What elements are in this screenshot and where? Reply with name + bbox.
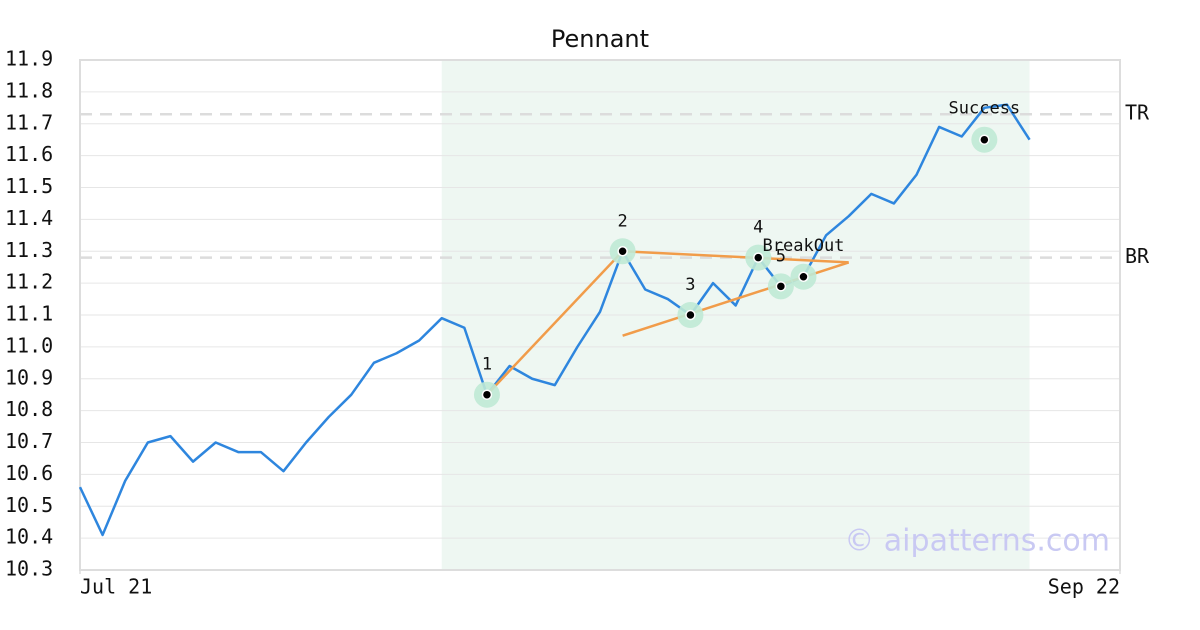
watermark: © aipatterns.com [844, 524, 1110, 559]
point-label: 2 [617, 211, 627, 231]
level-label: TR [1125, 101, 1150, 125]
point-marker [798, 271, 809, 282]
y-tick-label: 10.9 [5, 365, 53, 389]
price-line [78, 103, 1031, 537]
y-tick-label: 11.5 [5, 174, 53, 198]
plot-frame [79, 59, 1121, 571]
y-tick-label: 10.8 [5, 397, 53, 421]
point-marker [481, 389, 493, 400]
point-label: Success [949, 99, 1021, 119]
y-tick-label: 11.9 [5, 47, 53, 71]
point-marker [979, 134, 990, 145]
pattern-line [486, 250, 624, 396]
point-label: 1 [482, 355, 492, 375]
y-tick-label: 11.3 [5, 238, 53, 262]
x-tick-label: Sep 22 [1048, 575, 1120, 599]
y-tick-label: 11.1 [5, 302, 53, 326]
y-tick-label: 11.2 [5, 270, 53, 294]
point-label: BreakOut [763, 236, 845, 256]
point-marker [753, 252, 764, 263]
y-tick-label: 10.3 [5, 557, 53, 581]
point-marker [775, 281, 787, 292]
chart-title: Pennant [551, 25, 649, 53]
y-tick-label: 11.0 [5, 333, 53, 357]
x-tick-label: Jul 21 [80, 575, 152, 599]
y-tick-label: 10.6 [5, 461, 53, 485]
level-label: BR [1125, 244, 1150, 268]
y-tick-label: 10.5 [5, 493, 53, 517]
pattern-line [622, 250, 849, 264]
y-tick-label: 10.4 [5, 525, 53, 549]
point-marker [685, 309, 696, 321]
point-marker [617, 246, 628, 257]
y-tick-label: 11.6 [5, 142, 53, 166]
y-tick-label: 11.4 [5, 206, 53, 230]
point-label: 5 [776, 246, 786, 266]
point-label: 3 [685, 275, 695, 295]
point-label: 4 [753, 218, 763, 238]
y-tick-label: 10.7 [5, 429, 53, 453]
y-tick-label: 11.7 [5, 110, 53, 134]
y-tick-label: 11.8 [5, 78, 53, 102]
